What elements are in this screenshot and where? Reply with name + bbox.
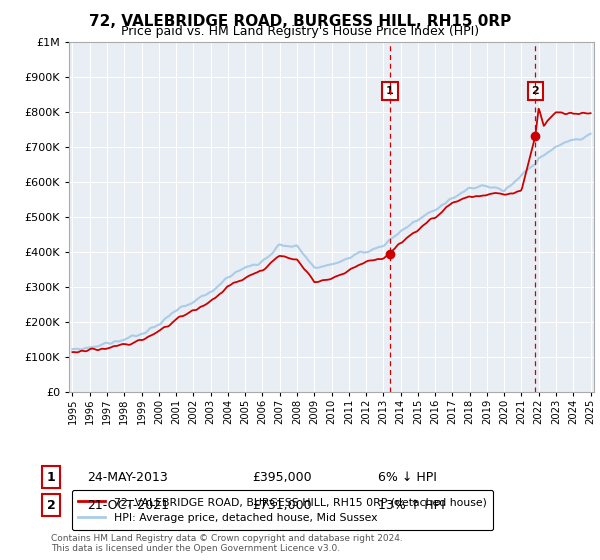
Text: 24-MAY-2013: 24-MAY-2013 — [87, 470, 168, 484]
Text: 1: 1 — [386, 86, 394, 96]
Text: Price paid vs. HM Land Registry's House Price Index (HPI): Price paid vs. HM Land Registry's House … — [121, 25, 479, 38]
Text: 21-OCT-2021: 21-OCT-2021 — [87, 498, 169, 512]
Text: 13% ↑ HPI: 13% ↑ HPI — [378, 498, 445, 512]
Text: £395,000: £395,000 — [252, 470, 311, 484]
Text: 6% ↓ HPI: 6% ↓ HPI — [378, 470, 437, 484]
Text: 2: 2 — [47, 498, 55, 512]
Text: 2: 2 — [532, 86, 539, 96]
Text: £731,000: £731,000 — [252, 498, 311, 512]
Text: 1: 1 — [47, 470, 55, 484]
Legend: 72, VALEBRIDGE ROAD, BURGESS HILL, RH15 0RP (detached house), HPI: Average price: 72, VALEBRIDGE ROAD, BURGESS HILL, RH15 … — [72, 490, 493, 530]
Text: Contains HM Land Registry data © Crown copyright and database right 2024.
This d: Contains HM Land Registry data © Crown c… — [51, 534, 403, 553]
Text: 72, VALEBRIDGE ROAD, BURGESS HILL, RH15 0RP: 72, VALEBRIDGE ROAD, BURGESS HILL, RH15 … — [89, 14, 511, 29]
